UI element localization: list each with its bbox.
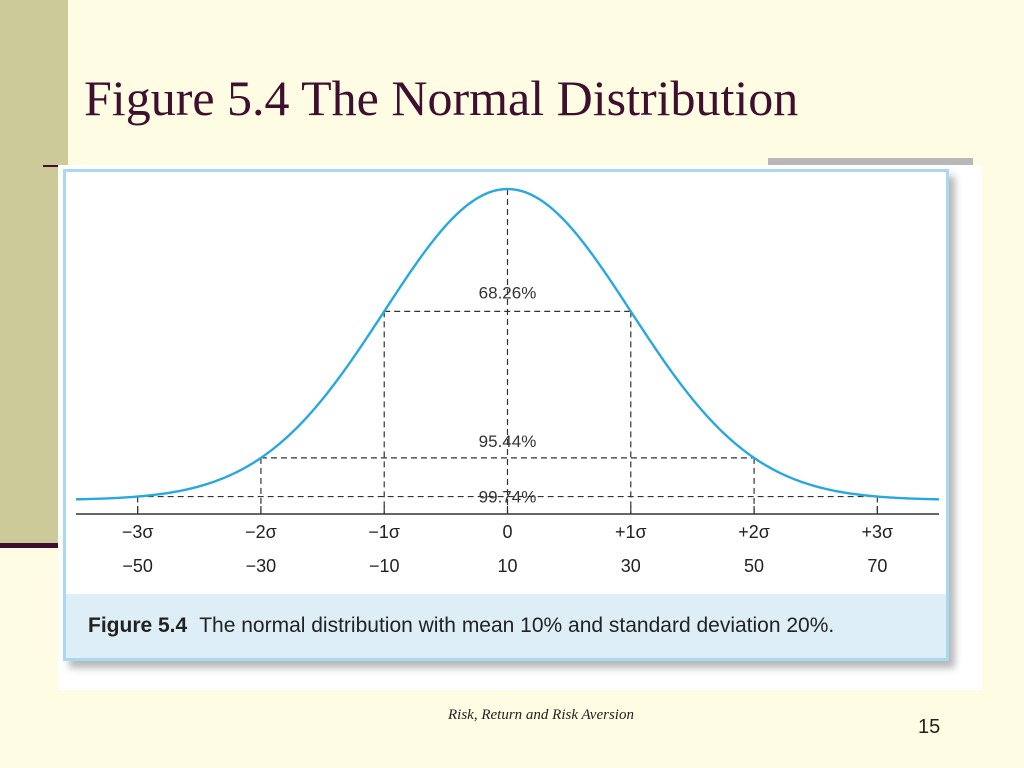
normal-curve	[75, 187, 940, 501]
x-tick-value-label-2: −10	[369, 556, 400, 576]
title-rule-left	[43, 165, 68, 167]
side-band-rule	[0, 543, 68, 548]
x-tick-sigma-label-6: +3σ	[862, 522, 894, 542]
normal-distribution-chart: 68.26% 95.44% 99.74% −3σ −50 −2σ −30 −1σ −10 0 10 +…	[75, 187, 940, 576]
caption-text: The normal distribution with mean 10% an…	[199, 614, 835, 637]
x-tick-value-label-6: 70	[867, 556, 887, 576]
figure-caption: Figure 5.4 The normal distribution with …	[66, 594, 946, 658]
x-tick-value-label-4: 30	[621, 556, 641, 576]
slide-title: Figure 5.4 The Normal Distribution	[84, 70, 799, 126]
side-band	[0, 0, 68, 546]
x-tick-sigma-label-4: +1σ	[615, 522, 647, 542]
x-tick-sigma-label-5: +2σ	[738, 522, 770, 542]
x-tick-value-label-5: 50	[744, 556, 764, 576]
interval-label-2: 99.74%	[479, 488, 537, 507]
slide-footer: Risk, Return and Risk Aversion	[448, 707, 634, 723]
x-tick-sigma-label-2: −1σ	[368, 522, 400, 542]
page-number: 15	[918, 716, 941, 738]
x-tick-sigma-label-1: −2σ	[245, 522, 277, 542]
caption-label: Figure 5.4	[88, 614, 188, 637]
x-tick-sigma-label-3: 0	[502, 522, 512, 542]
interval-label-0: 68.26%	[479, 283, 537, 302]
x-tick-sigma-label-0: −3σ	[122, 522, 154, 542]
x-tick-value-label-3: 10	[497, 556, 517, 576]
title-rule-right	[768, 158, 973, 165]
figure-box: 68.26% 95.44% 99.74% −3σ −50 −2σ −30 −1σ −10 0 10 +…	[63, 169, 949, 661]
interval-label-1: 95.44%	[479, 432, 537, 451]
x-tick-value-label-1: −30	[246, 556, 277, 576]
x-tick-value-label-0: −50	[122, 556, 153, 576]
